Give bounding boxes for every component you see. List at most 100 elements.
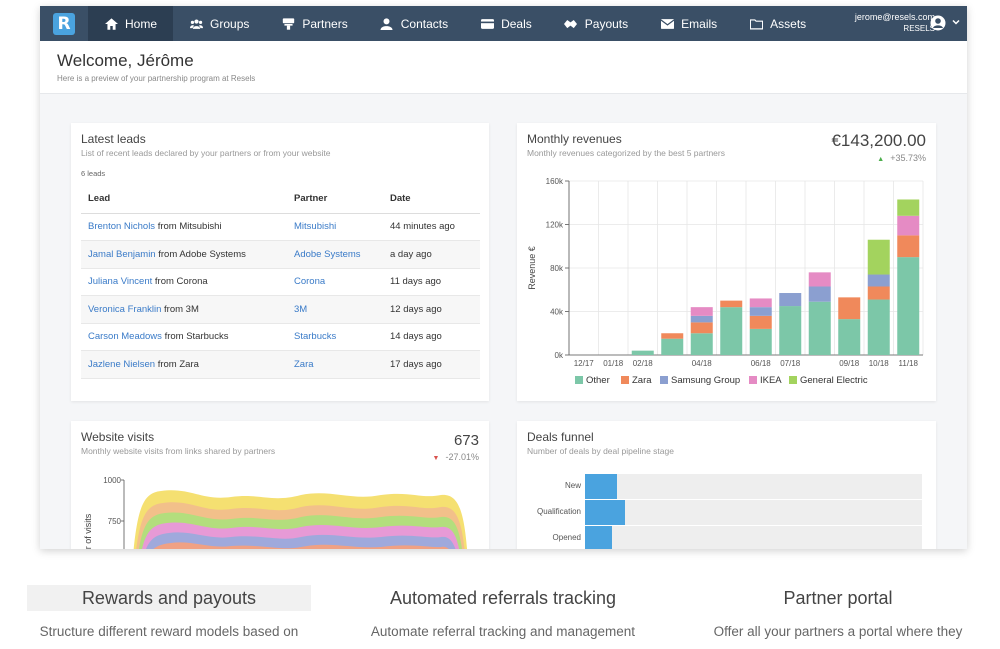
lead-cell: Brenton Nichols from Mitsubishi (81, 213, 287, 241)
legend-label[interactable]: Other (586, 375, 610, 386)
legend-label[interactable]: Samsung Group (671, 375, 740, 386)
lead-name-link[interactable]: Brenton Nichols (88, 221, 156, 233)
bar-segment-samsung-group[interactable] (749, 307, 772, 316)
nav-item-home[interactable]: Home (88, 6, 174, 41)
bar-segment-other[interactable] (749, 328, 772, 355)
bar-segment-other[interactable] (867, 299, 890, 355)
bar-segment-zara[interactable] (749, 315, 772, 329)
funnel-stage-label: Qualification (536, 507, 581, 516)
bar-segment-samsung-group[interactable] (690, 315, 713, 323)
bar-segment-zara[interactable] (720, 300, 743, 308)
bar-segment-samsung-group[interactable] (808, 286, 831, 302)
funnel-bar (585, 474, 617, 499)
bar-segment-other[interactable] (690, 333, 713, 355)
assets-icon (749, 18, 763, 30)
bar-segment-other[interactable] (838, 319, 861, 355)
bar-segment-ikea[interactable] (897, 215, 920, 236)
table-row[interactable]: Jamal Benjamin from Adobe Systems Adobe S… (81, 240, 480, 269)
bar-segment-zara[interactable] (661, 333, 684, 339)
lead-cell: Jamal Benjamin from Adobe Systems (81, 240, 287, 269)
visits-total: 673 (453, 432, 479, 449)
y-tick-label: 120k (546, 221, 564, 230)
funnel-track (585, 500, 922, 525)
table-header-row: Lead Partner Date (81, 185, 480, 214)
user-avatar-icon[interactable] (930, 15, 946, 31)
lead-name-link[interactable]: Carson Meadows (88, 331, 162, 343)
table-row[interactable]: Carson Meadows from Starbucks Starbucks 14… (81, 323, 480, 351)
table-row[interactable]: Veronica Franklin from 3M 3M 12 days ago (81, 295, 480, 324)
bar-segment-other[interactable] (779, 306, 802, 355)
feature-description: Automate referral tracking and managemen… (370, 624, 636, 639)
table-row[interactable]: Brenton Nichols from Mitsubishi Mitsubish… (81, 213, 480, 241)
bar-segment-ikea[interactable] (749, 298, 772, 308)
partner-link[interactable]: 3M (294, 303, 308, 315)
nav-item-emails[interactable]: Emails (644, 6, 733, 41)
nav-item-label: Groups (210, 16, 250, 31)
bar-segment-zara[interactable] (690, 322, 713, 334)
page-subtitle: Here is a preview of your partnership pr… (57, 74, 256, 83)
lead-name-link[interactable]: Jamal Benjamin (88, 248, 156, 260)
nav-item-label: Payouts (584, 16, 629, 31)
bar-segment-other[interactable] (631, 350, 654, 355)
lead-cell: Veronica Franklin from 3M (81, 295, 287, 324)
bar-segment-zara[interactable] (867, 286, 890, 300)
bar-segment-other[interactable] (808, 301, 831, 355)
visits-area-layer (153, 542, 449, 549)
lead-name-link[interactable]: Juliana Vincent (88, 276, 153, 288)
card-title: Deals funnel (527, 430, 594, 444)
nav-item-label: Assets (770, 16, 807, 31)
nav-item-assets[interactable]: Assets (733, 6, 822, 41)
bar-segment-other[interactable] (661, 338, 684, 355)
funnel-stage[interactable]: Qualification (517, 500, 937, 526)
funnel-track (585, 474, 922, 499)
partner-link[interactable]: Mitsubishi (294, 221, 337, 233)
bar-segment-samsung-group[interactable] (779, 293, 802, 307)
contacts-icon (380, 17, 394, 30)
chevron-down-icon[interactable] (952, 18, 960, 26)
nav-item-payouts[interactable]: Payouts (548, 6, 644, 41)
visits-change: ▼ -27.01% (433, 452, 479, 462)
lead-source: from Zara (157, 358, 199, 370)
column-header-date[interactable]: Date (383, 185, 480, 214)
partner-link[interactable]: Zara (294, 358, 314, 370)
revenue-total: €143,200.00 (831, 131, 926, 150)
lead-name-link[interactable]: Jazlene Nielsen (88, 358, 156, 370)
top-navbar: R Home Groups Partners Contacts Deals Pa… (40, 6, 967, 41)
feature-rewards: Rewards and payouts Structure different … (27, 585, 311, 639)
legend-swatch (789, 376, 797, 384)
legend-label[interactable]: Zara (632, 375, 652, 386)
partner-link[interactable]: Adobe Systems (294, 248, 361, 260)
column-header-lead[interactable]: Lead (81, 185, 287, 214)
bar-segment-zara[interactable] (897, 235, 920, 258)
legend-label[interactable]: General Electric (800, 375, 868, 386)
table-row[interactable]: Jazlene Nielsen from Zara Zara 17 days ago (81, 350, 480, 379)
x-tick-label: 07/18 (780, 359, 801, 368)
bar-segment-other[interactable] (720, 307, 743, 355)
funnel-bar (585, 500, 626, 525)
nav-item-deals[interactable]: Deals (464, 6, 548, 41)
user-menu[interactable]: jerome@resels.com RESELS (855, 12, 935, 34)
nav-item-contacts[interactable]: Contacts (364, 6, 464, 41)
legend-label[interactable]: IKEA (760, 375, 782, 386)
funnel-stage[interactable]: Opened (517, 526, 937, 549)
bar-segment-zara[interactable] (838, 297, 861, 320)
x-tick-label: 10/18 (869, 359, 890, 368)
bar-segment-general-electric[interactable] (867, 239, 890, 275)
nav-item-partners[interactable]: Partners (265, 6, 363, 41)
visits-area-layer (146, 532, 456, 549)
column-header-partner[interactable]: Partner (287, 185, 383, 214)
bar-segment-samsung-group[interactable] (867, 274, 890, 287)
feature-title: Automated referrals tracking (389, 588, 617, 608)
partner-link[interactable]: Starbucks (294, 331, 337, 343)
nav-item-groups[interactable]: Groups (173, 6, 265, 41)
bar-segment-other[interactable] (897, 257, 920, 355)
partner-link[interactable]: Corona (294, 276, 326, 288)
funnel-stage[interactable]: New (517, 474, 937, 500)
bar-segment-general-electric[interactable] (897, 199, 920, 216)
logo[interactable]: R (40, 6, 88, 41)
bar-segment-ikea[interactable] (690, 307, 713, 316)
table-row[interactable]: Juliana Vincent from Corona Corona 11 days… (81, 268, 480, 296)
emails-icon (660, 18, 674, 30)
lead-name-link[interactable]: Veronica Franklin (88, 303, 162, 315)
bar-segment-ikea[interactable] (808, 272, 831, 287)
